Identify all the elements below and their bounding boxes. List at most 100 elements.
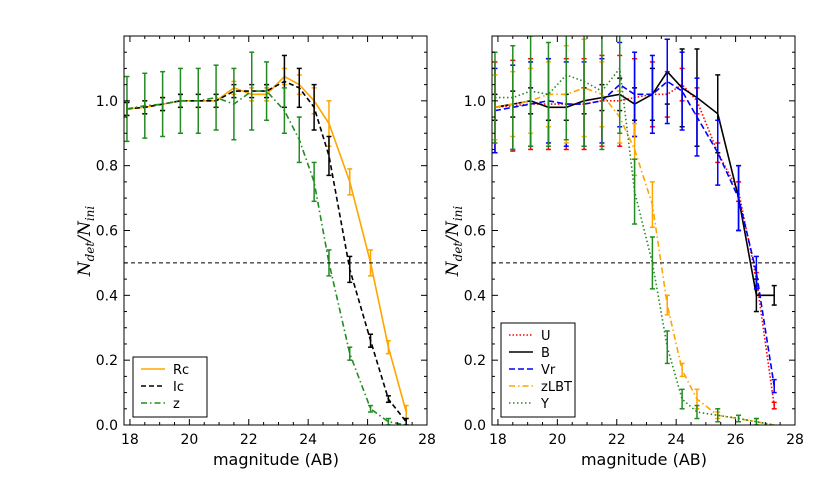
left-series-z-errorbar [368, 404, 374, 413]
right-series-y-errorbar [753, 417, 759, 425]
left-y-tick-label: 0.0 [96, 418, 118, 434]
right-series-y-errorbar [599, 36, 605, 151]
left-series-ic-line [126, 80, 407, 423]
right-series-y-errorbar [563, 36, 569, 141]
right-y-title-den-sub: ini [451, 206, 465, 222]
right-series-vr-line [494, 80, 775, 387]
right-x-tick-label: 26 [727, 432, 745, 448]
right-series-zlbt-errorbar [679, 362, 685, 378]
right-series-y-errorbar [581, 36, 587, 147]
left-legend-z-label: z [173, 397, 180, 412]
left-legend-ic-label: Ic [173, 380, 184, 395]
right-series-vr-errorbar [679, 51, 685, 131]
right-series-y-errorbar [715, 408, 721, 423]
left-y-title-den-sub: ini [83, 206, 97, 222]
right-plot-area [492, 36, 777, 425]
right-series-y-errorbar [510, 44, 516, 151]
right-y-title-den: /N [443, 220, 463, 244]
left-series-z-errorbar [281, 87, 287, 134]
left-x-axis-title: magnitude (AB) [213, 450, 339, 469]
right-series-vr-errorbar [664, 38, 670, 125]
right-series-y-errorbar [545, 41, 551, 147]
left-x-tick-label: 18 [121, 432, 139, 448]
right-y-tick-label: 0.0 [464, 418, 486, 434]
right-y-title-main: N [443, 260, 463, 277]
left-series-ic-errorbar [296, 67, 302, 109]
right-y-title-num-sub: det [451, 242, 465, 262]
left-y-axis-title: Ndet/Nini [75, 206, 97, 278]
left-plot-area [124, 51, 409, 425]
left-series-z-errorbar [311, 161, 317, 203]
right-legend-box [500, 322, 576, 418]
left-y-tick-label: 0.4 [96, 288, 118, 304]
right-series-zlbt-errorbar [649, 181, 655, 229]
right-legend-vr-label: Vr [541, 363, 556, 378]
left-series-z-errorbar [264, 61, 270, 122]
left-series-ic-errorbar [403, 417, 409, 425]
right-y-tick-label: 0.8 [464, 159, 486, 175]
left-x-tick-label: 20 [180, 432, 198, 448]
left-x-tick-label: 28 [418, 432, 436, 448]
left-series-z-errorbar [177, 67, 183, 134]
right-legend: UB Vr zLBT Y [500, 322, 576, 418]
left-series-ic-errorbar [385, 395, 391, 404]
right-series-y-errorbar [736, 414, 742, 423]
right-series-y-errorbar [528, 36, 534, 147]
left-legend-box [132, 356, 208, 418]
left-series-z-errorbar [195, 67, 201, 134]
right-x-tick-label: 24 [667, 432, 685, 448]
right-legend-u-label: U [541, 329, 551, 344]
right-x-tick-label: 22 [608, 432, 626, 448]
right-y-axis-title: Ndet/Nini [443, 206, 465, 278]
left-series-z-errorbar [249, 51, 255, 131]
left-y-tick-label: 0.6 [96, 224, 118, 240]
right-y-tick-label: 1.0 [464, 94, 486, 110]
right-series-y-errorbar [617, 36, 623, 134]
left-y-tick-label: 1.0 [96, 94, 118, 110]
right-x-tick-label: 28 [786, 432, 804, 448]
left-series-z-errorbar [142, 72, 148, 139]
left-series-rc-errorbar [385, 339, 391, 355]
left-legend-rc-label: Rc [173, 363, 189, 378]
left-series-ic-errorbar [326, 135, 332, 177]
left-legend: Rc Ic z [132, 356, 208, 418]
right-y-tick-label: 0.2 [464, 353, 486, 369]
right-x-tick-label: 18 [489, 432, 507, 448]
right-legend-y-label: Y [540, 397, 549, 412]
right-y-tick-label: 0.4 [464, 288, 486, 304]
left-y-title-num-sub: det [83, 242, 97, 262]
right-series-vr-errorbar [649, 54, 655, 134]
left-series-ic-errorbar [368, 333, 374, 348]
right-series-y-errorbar [694, 404, 700, 420]
left-y-tick-label: 0.8 [96, 159, 118, 175]
right-panel: Ndet/Nini magnitude (AB) 18 20 22 24 26 28 0.0… [443, 35, 804, 469]
right-series-vr-errorbar [715, 119, 721, 186]
left-x-tick-label: 22 [240, 432, 258, 448]
left-x-tick-label: 26 [359, 432, 377, 448]
right-series-y-errorbar [492, 51, 498, 144]
left-series-ic-errorbar [311, 83, 317, 131]
right-series-y-errorbar [679, 388, 685, 410]
right-series-u-errorbar [771, 401, 777, 410]
right-series-y-errorbar [649, 236, 655, 290]
left-series-z-errorbar [213, 64, 219, 131]
left-series-z-errorbar [231, 67, 237, 141]
left-y-title-main: N [75, 260, 95, 277]
right-series-vr-errorbar [736, 164, 742, 232]
right-y-tick-label: 0.6 [464, 224, 486, 240]
right-series-b-errorbar [771, 284, 777, 306]
right-series-y-errorbar [632, 158, 638, 225]
right-series-vr-errorbar [694, 77, 700, 157]
left-series-rc-errorbar [347, 168, 353, 196]
right-series-y-errorbar [664, 330, 670, 365]
right-series-zlbt-errorbar [664, 294, 670, 316]
left-series-ic-errorbar [347, 255, 353, 284]
right-series-vr-errorbar [771, 378, 777, 394]
left-x-tick-label: 24 [299, 432, 317, 448]
left-y-title-den: /N [75, 220, 95, 244]
left-series-z-errorbar [124, 75, 130, 143]
left-series-z-errorbar [385, 417, 391, 425]
left-series-z-errorbar [296, 116, 302, 164]
left-series-z-errorbar [347, 346, 353, 361]
right-legend-zlbt-label: zLBT [541, 380, 572, 395]
